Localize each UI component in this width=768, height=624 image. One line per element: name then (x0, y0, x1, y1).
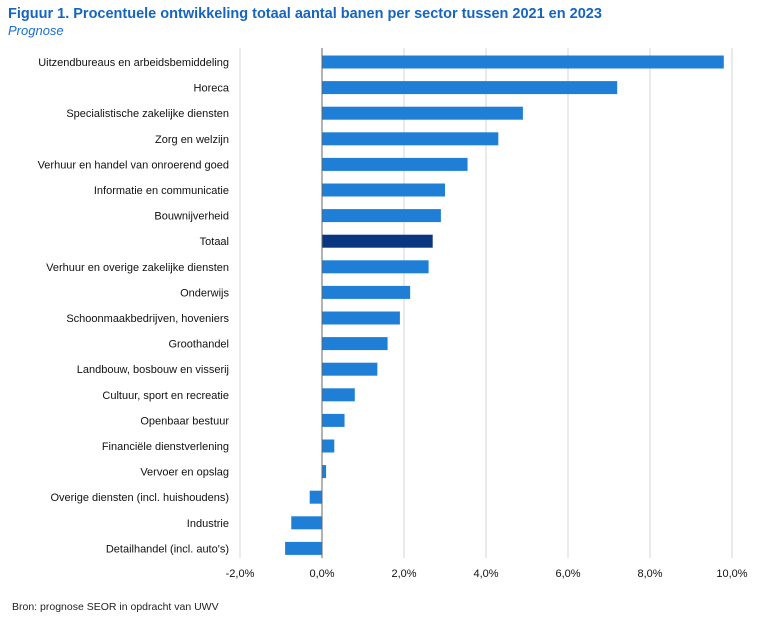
chart-subtitle: Prognose (8, 23, 64, 38)
source-note: Bron: prognose SEOR in opdracht van UWV (12, 601, 219, 613)
category-label: Schoonmaakbedrijven, hoveniers (66, 313, 229, 325)
bar (309, 490, 322, 504)
category-label: Totaal (200, 236, 229, 248)
category-label: Verhuur en overige zakelijke diensten (46, 262, 229, 274)
x-tick-label: 8,0% (637, 568, 662, 580)
bar (322, 260, 429, 274)
category-label: Horeca (194, 83, 230, 95)
x-axis-ticks: -2,0% 0,0% 2,0% 4,0% 6,0% 8,0% 10,0% (226, 568, 748, 580)
bar (291, 516, 322, 530)
category-label: Groothandel (168, 339, 229, 351)
x-tick-label: 6,0% (555, 568, 580, 580)
bar (322, 465, 327, 479)
bar (322, 106, 523, 120)
category-label: Vervoer en opslag (140, 467, 229, 479)
category-labels: Uitzendbureaus en arbeidsbemiddeling Hore… (38, 57, 230, 555)
category-label: Detailhandel (incl. auto's) (106, 543, 229, 555)
category-label: Specialistische zakelijke diensten (66, 108, 229, 120)
category-label: Verhuur en handel van onroerend goed (38, 159, 229, 171)
bar (322, 234, 433, 248)
bar (322, 311, 400, 325)
category-label: Cultuur, sport en recreatie (102, 390, 229, 402)
bars (285, 55, 724, 555)
x-tick-label: 4,0% (473, 568, 498, 580)
bar (322, 388, 355, 402)
bar (322, 209, 441, 223)
category-label: Bouwnijverheid (154, 211, 229, 223)
grid-lines (239, 48, 733, 558)
bar (322, 337, 388, 351)
bar (322, 55, 724, 69)
bar (322, 439, 335, 453)
category-label: Financiële dienstverlening (102, 441, 229, 453)
bar (322, 157, 468, 171)
category-label: Industrie (187, 518, 229, 530)
category-label: Openbaar bestuur (140, 415, 229, 427)
category-label: Informatie en communicatie (94, 185, 229, 197)
category-label: Zorg en welzijn (155, 134, 229, 146)
x-tick-label: -2,0% (226, 568, 255, 580)
bar (322, 413, 345, 427)
x-tick-label: 2,0% (391, 568, 416, 580)
category-label: Landbouw, bosbouw en visserij (77, 364, 229, 376)
bar (322, 285, 411, 299)
bar (285, 541, 322, 555)
bar (322, 132, 499, 146)
category-label: Overige diensten (incl. huishoudens) (50, 492, 229, 504)
chart-title: Figuur 1. Procentuele ontwikkeling totaa… (8, 6, 602, 22)
x-tick-label: 10,0% (716, 568, 747, 580)
category-label: Uitzendbureaus en arbeidsbemiddeling (38, 57, 229, 69)
bar (322, 183, 445, 197)
x-tick-label: 0,0% (309, 568, 334, 580)
category-label: Onderwijs (180, 287, 229, 299)
bar (322, 362, 378, 376)
bar (322, 81, 618, 95)
